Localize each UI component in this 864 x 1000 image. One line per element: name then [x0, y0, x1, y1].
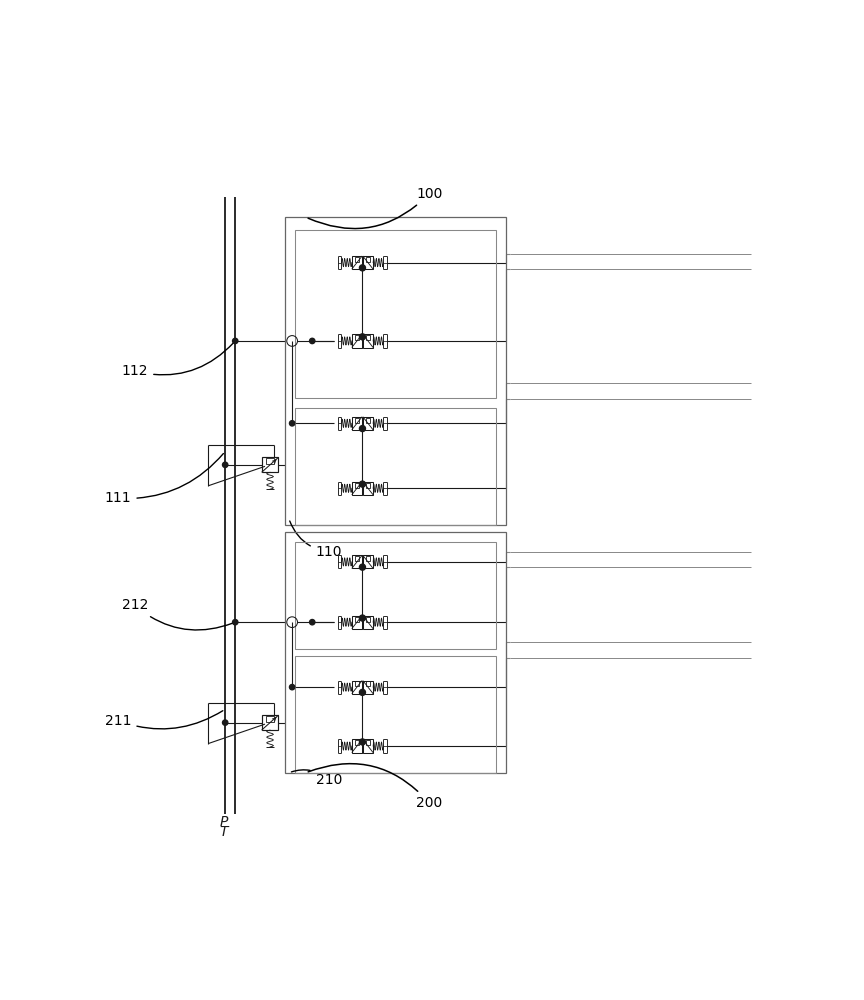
Circle shape [232, 620, 238, 625]
Bar [365, 483, 370, 488]
Bar [365, 740, 370, 745]
Bar [352, 681, 362, 694]
Circle shape [359, 265, 365, 271]
Bar [262, 457, 278, 472]
Circle shape [289, 684, 295, 690]
Bar [295, 542, 496, 649]
Bar [352, 334, 362, 348]
Text: 212: 212 [122, 598, 232, 630]
Text: 211: 211 [105, 711, 223, 729]
Bar [266, 458, 274, 464]
Text: 100: 100 [308, 187, 442, 229]
Bar [363, 417, 373, 430]
Circle shape [232, 338, 238, 344]
Bar [295, 230, 496, 398]
Bar [285, 532, 506, 773]
Bar [295, 408, 496, 525]
Bar [285, 217, 506, 525]
Bar [355, 617, 359, 622]
Text: 111: 111 [105, 454, 224, 505]
Bar [262, 715, 278, 730]
Bar [363, 681, 373, 694]
Bar [355, 483, 359, 488]
Bar [363, 739, 373, 753]
Circle shape [359, 564, 365, 570]
Bar [352, 482, 362, 495]
Text: 110: 110 [289, 521, 342, 559]
Bar [365, 335, 370, 340]
Circle shape [359, 615, 365, 621]
Bar [365, 681, 370, 686]
Bar [355, 556, 359, 561]
Text: P: P [219, 815, 228, 829]
Text: 200: 200 [308, 764, 442, 810]
Bar [365, 556, 370, 561]
Bar [355, 335, 359, 340]
Bar [295, 656, 496, 773]
Bar [363, 555, 373, 568]
Circle shape [309, 338, 314, 344]
Bar [363, 334, 373, 348]
Circle shape [359, 689, 365, 695]
Bar [355, 681, 359, 686]
Bar [363, 482, 373, 495]
Bar [352, 256, 362, 269]
Bar [266, 716, 274, 722]
Bar [365, 418, 370, 423]
Bar [352, 616, 362, 629]
Bar [352, 739, 362, 753]
Bar [355, 257, 359, 262]
Text: 210: 210 [291, 770, 342, 787]
Circle shape [223, 462, 228, 468]
Circle shape [359, 481, 365, 487]
Circle shape [223, 720, 228, 725]
Text: T: T [219, 825, 228, 839]
Circle shape [309, 620, 314, 625]
Bar [363, 256, 373, 269]
Bar [365, 617, 370, 622]
Bar [352, 555, 362, 568]
Bar [363, 616, 373, 629]
Text: 112: 112 [122, 343, 233, 378]
Circle shape [359, 334, 365, 340]
Bar [352, 417, 362, 430]
Bar [355, 418, 359, 423]
Circle shape [359, 739, 365, 745]
Bar [365, 257, 370, 262]
Circle shape [359, 426, 365, 432]
Bar [355, 740, 359, 745]
Circle shape [289, 421, 295, 426]
